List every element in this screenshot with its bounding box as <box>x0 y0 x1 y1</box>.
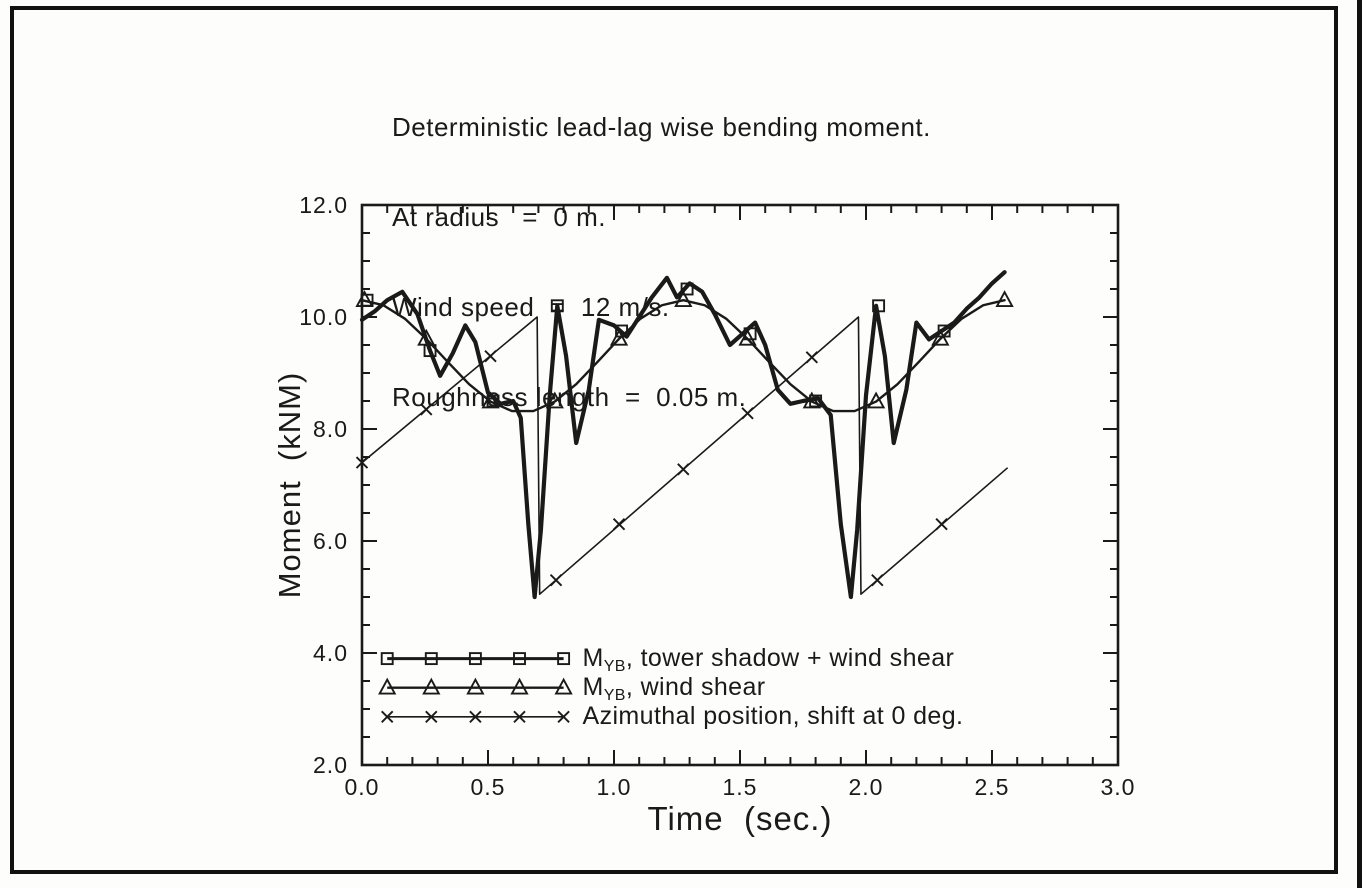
triangle-marker-icon <box>481 391 500 409</box>
x-marker-icon <box>469 710 482 724</box>
triangle-marker-icon <box>931 328 950 346</box>
square-marker-icon <box>468 652 482 666</box>
y-tick-label: 10.0 <box>299 304 348 330</box>
x-tick-label: 1.0 <box>597 774 632 800</box>
x-tick-label: 0.5 <box>471 774 506 800</box>
square-marker-icon <box>550 299 564 313</box>
triangle-marker-icon <box>545 391 564 409</box>
legend-2-sub: YB <box>603 686 626 704</box>
legend-label-1: MYB, tower shadow + wind shear <box>583 644 955 676</box>
x-marker-icon <box>513 710 526 724</box>
square-marker-icon <box>743 327 757 341</box>
legend-1-prefix: M <box>582 643 604 672</box>
y-tick-label: 2.0 <box>313 752 348 778</box>
y-tick-label: 6.0 <box>313 528 348 554</box>
triangle-marker-icon <box>422 677 441 695</box>
scan-edge-bar <box>1357 0 1362 888</box>
x-tick-label: 3.0 <box>1101 774 1136 800</box>
series-line-azimuthal-position <box>361 316 1008 596</box>
legend-label-3: Azimuthal position, shift at 0 deg. <box>583 702 964 734</box>
series-line-myb-tower-shadow-wind-shear <box>359 270 1007 600</box>
triangle-marker-icon <box>355 290 374 307</box>
y-tick-label: 8.0 <box>313 416 348 442</box>
legend-1-sub: YB <box>603 657 626 675</box>
x-marker-icon <box>557 710 570 724</box>
square-marker-icon <box>380 652 394 666</box>
x-marker-icon <box>677 463 690 476</box>
legend-1-text: , tower shadow + wind shear <box>625 643 955 672</box>
figure-border <box>10 6 1338 874</box>
x-marker-icon <box>549 574 563 587</box>
triangle-marker-icon <box>466 677 485 695</box>
triangle-marker-icon <box>378 677 397 695</box>
x-marker-icon <box>741 407 754 420</box>
square-marker-icon <box>513 652 526 666</box>
x-marker-icon <box>871 574 884 587</box>
x-axis-label: Time (sec.) <box>647 800 833 837</box>
x-marker-icon <box>612 518 626 531</box>
x-marker-icon <box>425 710 438 724</box>
square-marker-icon <box>424 652 438 666</box>
x-marker-icon <box>420 403 433 416</box>
legend-3-text: Azimuthal position, shift at 0 deg. <box>582 701 964 730</box>
x-marker-icon <box>484 350 497 363</box>
x-tick-label: 1.5 <box>723 774 758 800</box>
triangle-marker-icon <box>674 290 693 307</box>
triangle-marker-icon <box>417 328 436 346</box>
triangle-marker-icon <box>510 677 529 695</box>
x-tick-label: 2.0 <box>849 774 884 800</box>
legend-label-2: MYB, wind shear <box>583 673 766 705</box>
legend-2-text: , wind shear <box>625 672 766 701</box>
y-tick-label: 4.0 <box>313 640 348 666</box>
legend-2-prefix: M <box>582 672 604 701</box>
triangle-marker-icon <box>609 328 629 346</box>
title-line-2: At radius = 0 m. <box>392 202 606 232</box>
triangle-marker-icon <box>802 391 821 409</box>
x-marker-icon <box>381 710 394 724</box>
triangle-marker-icon <box>995 290 1014 307</box>
x-tick-label: 0.0 <box>345 774 380 800</box>
x-marker-icon <box>805 351 818 364</box>
y-tick-label: 12.0 <box>299 192 348 218</box>
triangle-marker-icon <box>738 328 757 346</box>
x-marker-icon <box>935 518 948 531</box>
square-marker-icon <box>680 282 694 296</box>
x-tick-label: 2.5 <box>975 774 1010 800</box>
title-line-1: Deterministic lead-lag wise bending mome… <box>392 112 931 142</box>
triangle-marker-icon <box>866 391 886 409</box>
square-marker-icon <box>557 652 571 666</box>
series-line-myb-wind-shear <box>360 299 1006 413</box>
square-marker-icon <box>872 299 886 313</box>
x-marker-icon <box>355 456 369 469</box>
triangle-marker-icon <box>554 677 573 695</box>
